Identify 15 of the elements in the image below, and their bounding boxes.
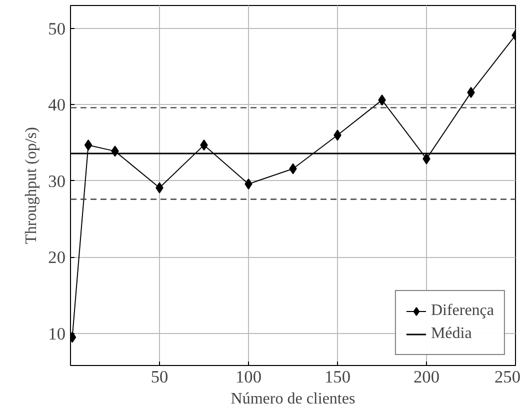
x-axis-title: Número de clientes [230,390,356,408]
x-tick-label: 250 [494,368,521,386]
y-tick-label: 40 [48,96,66,115]
y-tick-label: 20 [48,248,66,268]
legend-label: Diferença [430,302,494,320]
y-tick-label: 30 [48,172,66,191]
x-tick-label: 150 [324,368,351,386]
legend-label: Média [430,325,472,343]
y-tick-label: 10 [48,324,66,344]
x-tick-label: 200 [414,368,440,386]
y-axis-title: Throughput (op/s) [23,127,40,244]
point [84,140,92,151]
x-tick-label: 50 [150,368,168,386]
y-tick-label: 50 [48,19,66,38]
x-tick-label: 100 [236,368,262,386]
